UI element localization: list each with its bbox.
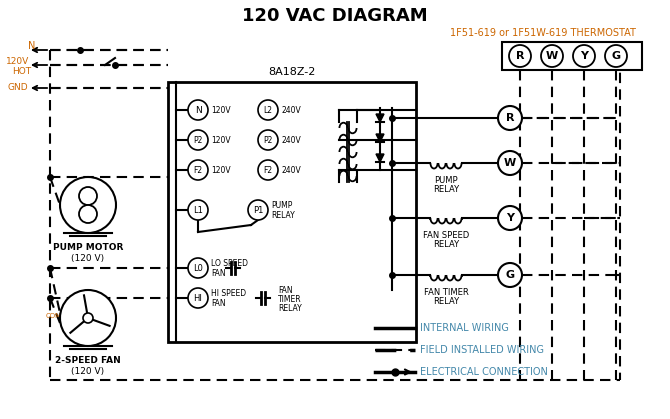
Text: R: R (506, 113, 515, 123)
Circle shape (498, 151, 522, 175)
Text: L2: L2 (263, 106, 273, 114)
Circle shape (79, 187, 97, 205)
Text: HI SPEED: HI SPEED (211, 289, 246, 297)
Circle shape (498, 106, 522, 130)
Text: PUMP: PUMP (434, 176, 458, 184)
Circle shape (188, 288, 208, 308)
Text: COM: COM (46, 313, 62, 319)
Text: RELAY: RELAY (278, 303, 302, 313)
Text: RELAY: RELAY (433, 297, 459, 305)
Circle shape (83, 313, 93, 323)
Text: HI: HI (92, 321, 100, 327)
Text: (120 V): (120 V) (72, 367, 105, 375)
Text: PUMP: PUMP (271, 201, 292, 210)
Text: 120V: 120V (211, 166, 230, 174)
Text: 120V: 120V (211, 106, 230, 114)
Text: W: W (504, 158, 516, 168)
Circle shape (605, 45, 627, 67)
Text: HI: HI (194, 293, 202, 303)
Circle shape (258, 100, 278, 120)
Circle shape (188, 130, 208, 150)
Text: GND: GND (7, 83, 28, 93)
Text: LO SPEED: LO SPEED (211, 259, 248, 267)
Text: RELAY: RELAY (433, 240, 459, 248)
Text: FAN: FAN (211, 269, 226, 277)
Circle shape (498, 263, 522, 287)
Text: P1: P1 (253, 205, 263, 215)
Text: 120V: 120V (7, 57, 29, 67)
Text: 240V: 240V (281, 135, 301, 145)
Text: L1: L1 (193, 205, 203, 215)
Text: 120V: 120V (211, 135, 230, 145)
Text: INTERNAL WIRING: INTERNAL WIRING (420, 323, 509, 333)
Text: LO: LO (76, 321, 84, 327)
Circle shape (509, 45, 531, 67)
Text: 240V: 240V (281, 166, 301, 174)
Text: F2: F2 (263, 166, 273, 174)
Text: Y: Y (580, 51, 588, 61)
Circle shape (258, 130, 278, 150)
Circle shape (188, 258, 208, 278)
Bar (168, 82, 416, 342)
Circle shape (60, 290, 116, 346)
Text: ELECTRICAL CONNECTION: ELECTRICAL CONNECTION (420, 367, 548, 377)
Circle shape (188, 160, 208, 180)
Text: R: R (516, 51, 524, 61)
Text: F2: F2 (194, 166, 202, 174)
Text: 120 VAC DIAGRAM: 120 VAC DIAGRAM (242, 7, 428, 25)
Text: FAN: FAN (211, 298, 226, 308)
Text: N: N (28, 41, 36, 51)
Text: W: W (546, 51, 558, 61)
Text: 8A18Z-2: 8A18Z-2 (268, 67, 316, 77)
Circle shape (498, 206, 522, 230)
Text: PUMP MOTOR: PUMP MOTOR (53, 243, 123, 251)
Circle shape (188, 200, 208, 220)
Text: FAN: FAN (278, 285, 293, 295)
Text: Y: Y (506, 213, 514, 223)
Text: 240V: 240V (281, 106, 301, 114)
Circle shape (60, 177, 116, 233)
Text: FAN SPEED: FAN SPEED (423, 230, 469, 240)
Circle shape (248, 200, 268, 220)
Circle shape (541, 45, 563, 67)
Text: FIELD INSTALLED WIRING: FIELD INSTALLED WIRING (420, 345, 544, 355)
Circle shape (188, 100, 208, 120)
Text: TIMER: TIMER (278, 295, 302, 303)
Text: P2: P2 (194, 135, 203, 145)
Polygon shape (376, 114, 384, 122)
Text: G: G (505, 270, 515, 280)
Text: 2-SPEED FAN: 2-SPEED FAN (55, 355, 121, 365)
Text: FAN TIMER: FAN TIMER (423, 287, 468, 297)
Circle shape (79, 205, 97, 223)
Circle shape (258, 160, 278, 180)
Text: G: G (612, 51, 620, 61)
Bar (502, 42, 642, 70)
Text: 1F51-619 or 1F51W-619 THERMOSTAT: 1F51-619 or 1F51W-619 THERMOSTAT (450, 28, 636, 38)
Text: RELAY: RELAY (433, 184, 459, 194)
Text: RELAY: RELAY (271, 210, 295, 220)
Text: N: N (194, 106, 202, 114)
Text: HOT: HOT (13, 67, 31, 77)
Polygon shape (376, 154, 384, 162)
Circle shape (573, 45, 595, 67)
Text: P2: P2 (263, 135, 273, 145)
Text: L0: L0 (193, 264, 203, 272)
Text: (120 V): (120 V) (72, 253, 105, 262)
Polygon shape (376, 134, 384, 142)
